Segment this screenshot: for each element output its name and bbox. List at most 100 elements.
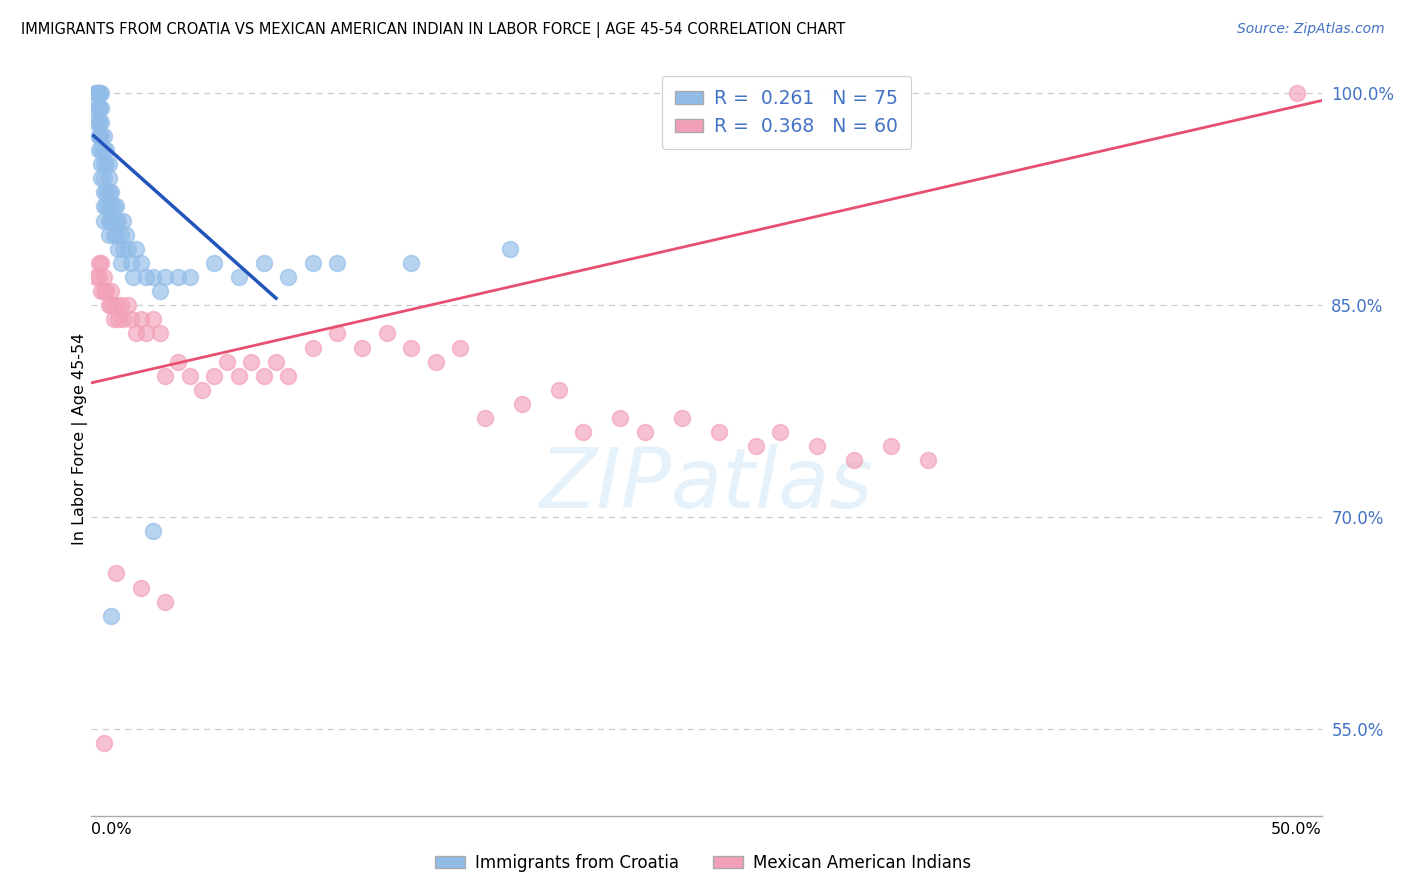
Point: [326, 326, 349, 341]
Point: [510, 397, 533, 411]
Point: [87, 87, 110, 101]
Point: [110, 227, 132, 242]
Point: [179, 270, 201, 285]
Point: [103, 312, 125, 326]
Point: [120, 256, 142, 270]
Point: [135, 326, 156, 341]
Point: [86, 87, 108, 101]
Point: [129, 256, 152, 270]
Point: [166, 270, 188, 285]
Point: [97, 199, 120, 213]
Point: [120, 312, 142, 326]
Point: [191, 383, 214, 397]
Point: [90, 284, 112, 298]
Point: [87, 256, 110, 270]
Point: [142, 270, 165, 285]
Point: [253, 256, 276, 270]
Point: [90, 114, 112, 128]
Point: [149, 284, 172, 298]
Point: [87, 128, 110, 143]
Point: [100, 608, 122, 623]
Point: [107, 242, 129, 256]
Point: [97, 157, 120, 171]
Point: [90, 143, 112, 157]
Point: [228, 368, 250, 383]
Point: [87, 270, 110, 285]
Point: [277, 270, 299, 285]
Point: [100, 298, 122, 312]
Point: [93, 143, 115, 157]
Point: [87, 114, 110, 128]
Point: [449, 341, 471, 355]
Point: [707, 425, 730, 440]
Point: [474, 411, 496, 425]
Point: [86, 101, 108, 115]
Point: [253, 368, 276, 383]
Point: [103, 199, 125, 213]
Point: [105, 298, 127, 312]
Point: [93, 199, 115, 213]
Point: [93, 284, 115, 298]
Point: [96, 186, 117, 200]
Point: [87, 114, 110, 128]
Point: [671, 411, 693, 425]
Point: [142, 312, 165, 326]
Point: [96, 157, 117, 171]
Point: [228, 270, 250, 285]
Point: [90, 128, 112, 143]
Point: [93, 157, 115, 171]
Point: [842, 453, 865, 467]
Text: IMMIGRANTS FROM CROATIA VS MEXICAN AMERICAN INDIAN IN LABOR FORCE | AGE 45-54 CO: IMMIGRANTS FROM CROATIA VS MEXICAN AMERI…: [21, 22, 845, 38]
Point: [135, 270, 156, 285]
Text: ZIPatlas: ZIPatlas: [540, 444, 873, 525]
Point: [103, 227, 125, 242]
Point: [769, 425, 792, 440]
Point: [86, 114, 108, 128]
Point: [105, 199, 127, 213]
Point: [105, 213, 127, 227]
Point: [1285, 87, 1308, 101]
Point: [97, 186, 120, 200]
Point: [122, 270, 145, 285]
Point: [105, 566, 127, 581]
Point: [202, 256, 225, 270]
Point: [103, 213, 125, 227]
Point: [634, 425, 657, 440]
Point: [277, 368, 299, 383]
Point: [917, 453, 939, 467]
Point: [93, 213, 115, 227]
Point: [90, 256, 112, 270]
Legend: R =  0.261   N = 75, R =  0.368   N = 60: R = 0.261 N = 75, R = 0.368 N = 60: [662, 76, 911, 149]
Point: [105, 227, 127, 242]
Point: [240, 354, 263, 368]
Point: [96, 284, 117, 298]
Point: [96, 199, 117, 213]
Point: [100, 186, 122, 200]
Point: [97, 227, 120, 242]
Point: [117, 242, 139, 256]
Point: [153, 270, 177, 285]
Point: [90, 87, 112, 101]
Point: [142, 524, 165, 538]
Point: [745, 439, 768, 453]
Point: [93, 128, 115, 143]
Point: [498, 242, 520, 256]
Point: [179, 368, 201, 383]
Y-axis label: In Labor Force | Age 45-54: In Labor Force | Age 45-54: [72, 334, 89, 545]
Point: [93, 186, 115, 200]
Point: [112, 312, 135, 326]
Point: [87, 87, 110, 101]
Point: [264, 354, 287, 368]
Point: [93, 736, 115, 750]
Point: [124, 326, 146, 341]
Point: [96, 143, 117, 157]
Point: [609, 411, 631, 425]
Point: [87, 101, 110, 115]
Point: [87, 101, 110, 115]
Point: [124, 242, 146, 256]
Point: [399, 341, 422, 355]
Point: [90, 101, 112, 115]
Point: [375, 326, 398, 341]
Point: [117, 298, 139, 312]
Point: [301, 256, 323, 270]
